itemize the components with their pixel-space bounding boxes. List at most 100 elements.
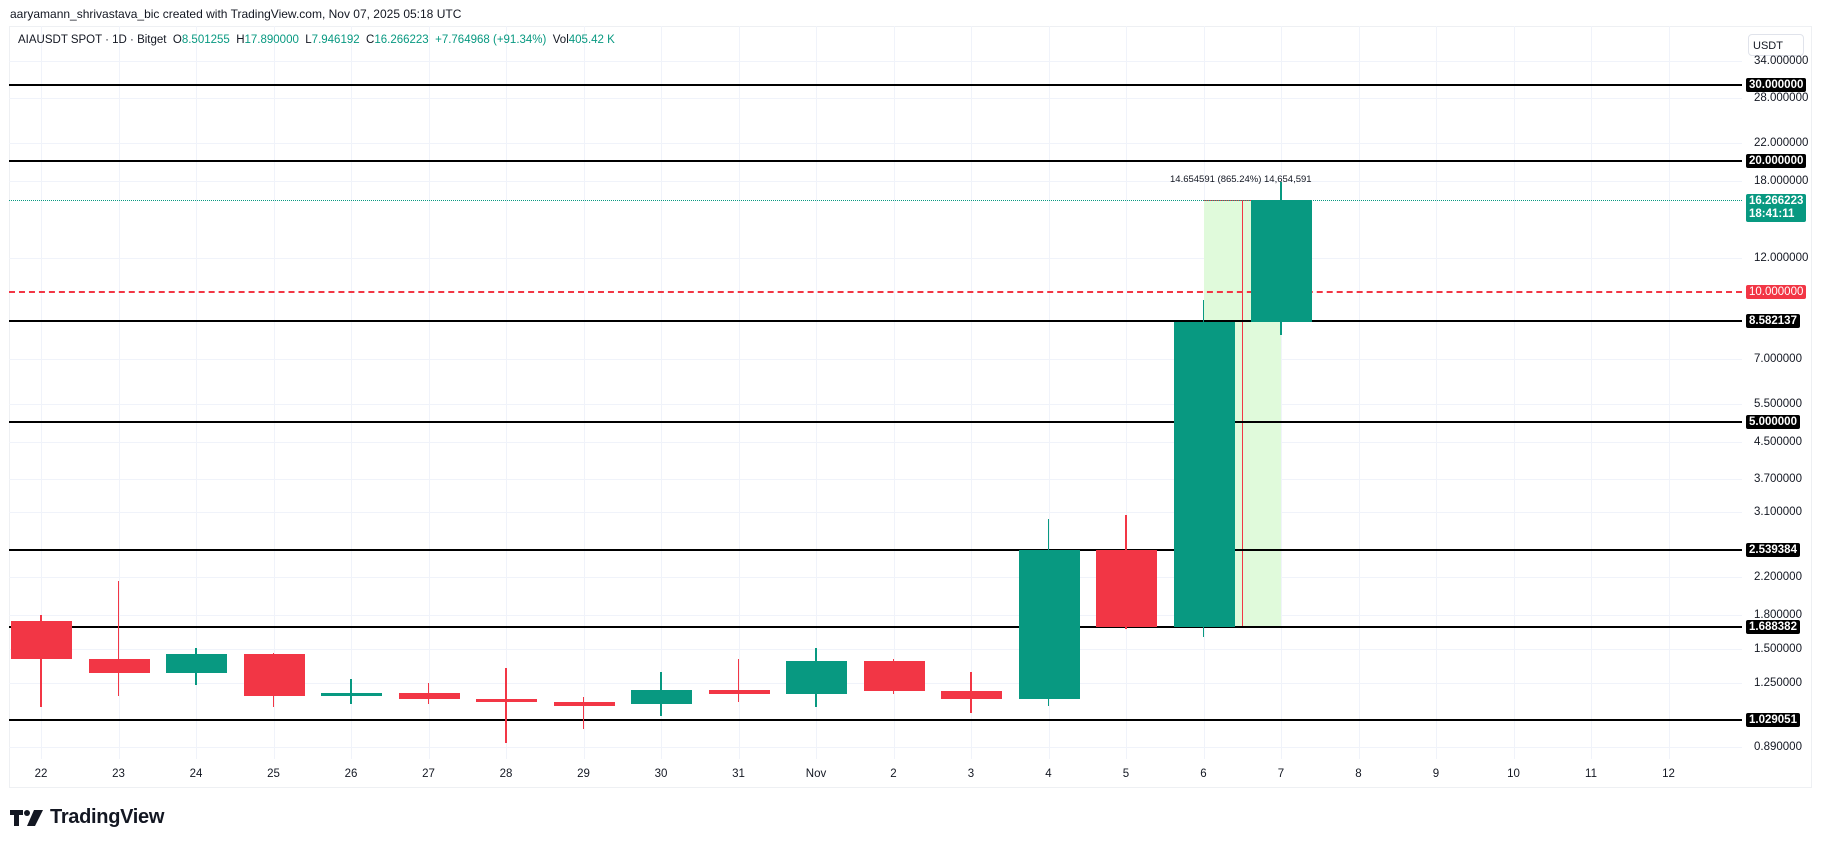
tradingview-logo-icon	[10, 809, 43, 826]
candle-body[interactable]	[786, 660, 847, 695]
grid-line-vertical	[816, 26, 817, 759]
time-tick-label: 8	[1355, 768, 1362, 780]
time-tick-label: Nov	[805, 768, 827, 780]
grid-line-vertical	[41, 26, 42, 759]
measure-arrow-icon	[1242, 200, 1244, 627]
currency-unit-button[interactable]: USDT	[1748, 34, 1804, 56]
time-tick-label: 7	[1277, 768, 1285, 780]
grid-line-vertical	[1591, 26, 1592, 759]
time-tick-label: 9	[1432, 768, 1440, 780]
grid-line-vertical	[1513, 26, 1515, 759]
level-price-badge: 2.539384	[1746, 542, 1800, 557]
grid-line-horizontal	[9, 143, 1742, 145]
time-tick-label: 23	[112, 768, 125, 780]
time-tick-label: 6	[1200, 768, 1207, 780]
time-tick-label: 30	[654, 768, 668, 780]
grid-line-vertical	[1358, 26, 1360, 759]
candle-body[interactable]	[398, 692, 460, 700]
ohlc-legend: AIAUSDT SPOT · 1D · Bitget O8.501255 H17…	[18, 34, 615, 46]
horizontal-level-line[interactable]	[9, 319, 1742, 322]
bar-countdown: 18:41:11	[1749, 208, 1795, 221]
measure-label: 14.654591 (865.24%) 14,654,591	[1170, 174, 1312, 185]
tradingview-logo[interactable]: TradingView	[10, 806, 164, 829]
price-tick-label: 28.000000	[1754, 91, 1809, 104]
grid-line-vertical	[1048, 26, 1050, 759]
candle-body[interactable]	[708, 689, 770, 695]
candle-body[interactable]	[1096, 549, 1157, 627]
candle-body[interactable]	[476, 699, 537, 703]
grid-line-horizontal	[9, 181, 1742, 183]
horizontal-level-line[interactable]	[9, 548, 1742, 551]
time-tick-label: 3	[967, 768, 975, 780]
candle-wick	[737, 659, 740, 703]
grid-line-vertical	[506, 26, 507, 759]
time-tick-label: 26	[344, 768, 358, 780]
price-tick-label: 3.100000	[1754, 506, 1802, 519]
candle-body[interactable]	[321, 692, 382, 696]
horizontal-level-line[interactable]	[9, 625, 1742, 628]
grid-line-horizontal	[9, 512, 1742, 514]
horizontal-level-line[interactable]	[9, 84, 1742, 86]
grid-line-vertical	[428, 26, 430, 759]
price-tick-label: 1.250000	[1754, 677, 1802, 690]
change-value: +7.764968 (+91.34%)	[435, 34, 547, 46]
grid-line-horizontal	[9, 442, 1742, 444]
candle-body[interactable]	[1173, 322, 1235, 627]
time-tick-label: 5	[1122, 768, 1130, 780]
grid-line-horizontal	[9, 61, 1742, 63]
low-value: 7.946192	[311, 34, 360, 46]
candle-wick	[117, 581, 120, 696]
time-tick-label: 22	[34, 768, 48, 780]
candle-body[interactable]	[553, 702, 615, 706]
price-tick-label: 0.890000	[1754, 741, 1802, 754]
price-tick-label: 22.000000	[1754, 137, 1809, 150]
level-price-badge: 5.000000	[1746, 415, 1800, 430]
time-tick-label: 28	[499, 768, 513, 780]
horizontal-level-line[interactable]	[9, 421, 1742, 424]
candle-body[interactable]	[941, 691, 1002, 700]
level-price-badge: 20.000000	[1746, 154, 1807, 169]
time-tick-label: 24	[189, 768, 203, 780]
grid-line-vertical	[1281, 26, 1282, 759]
alert-price-badge[interactable]: 10.000000	[1746, 284, 1807, 299]
candle-body[interactable]	[88, 659, 150, 674]
grid-line-vertical	[1126, 26, 1127, 759]
price-tick-label: 7.000000	[1754, 353, 1802, 366]
horizontal-level-line[interactable]	[9, 719, 1742, 722]
price-tick-label: 1.800000	[1754, 608, 1802, 621]
horizontal-level-line[interactable]	[9, 160, 1742, 163]
candle-body[interactable]	[631, 689, 692, 705]
time-tick-label: 11	[1585, 768, 1597, 780]
candle-wick	[582, 697, 585, 730]
price-tick-label: 34.000000	[1754, 55, 1809, 68]
open-value: 8.501255	[181, 34, 230, 46]
grid-line-horizontal	[9, 649, 1742, 651]
current-price-value: 16.266223	[1749, 195, 1804, 208]
candle-body[interactable]	[1018, 549, 1080, 700]
time-tick-label: 29	[577, 768, 590, 780]
candle-body[interactable]	[863, 660, 925, 692]
symbol-label[interactable]: AIAUSDT SPOT · 1D · Bitget	[18, 34, 167, 46]
grid-line-vertical	[738, 26, 740, 759]
current-price-line	[9, 200, 1742, 202]
grid-line-horizontal	[9, 576, 1742, 578]
time-tick-label: 31	[732, 768, 745, 780]
grid-line-vertical	[661, 26, 662, 759]
price-tick-label: 12.000000	[1754, 251, 1809, 264]
plot-area[interactable]	[9, 26, 1742, 759]
grid-line-horizontal	[9, 747, 1742, 749]
time-tick-label: 2	[890, 768, 897, 780]
price-tick-label: 1.500000	[1754, 643, 1802, 656]
candle-body[interactable]	[1251, 200, 1312, 323]
candle-body[interactable]	[166, 654, 227, 674]
price-tick-label: 3.700000	[1754, 473, 1802, 486]
grid-line-horizontal	[9, 97, 1742, 99]
time-tick-label: 10	[1507, 768, 1520, 780]
grid-line-horizontal	[9, 614, 1742, 616]
candle-body[interactable]	[243, 654, 305, 696]
level-price-badge: 1.688382	[1746, 619, 1800, 634]
grid-line-vertical	[971, 26, 972, 759]
alert-level-line[interactable]	[9, 290, 1742, 293]
time-tick-label: 12	[1662, 768, 1675, 780]
candle-body[interactable]	[11, 621, 72, 660]
